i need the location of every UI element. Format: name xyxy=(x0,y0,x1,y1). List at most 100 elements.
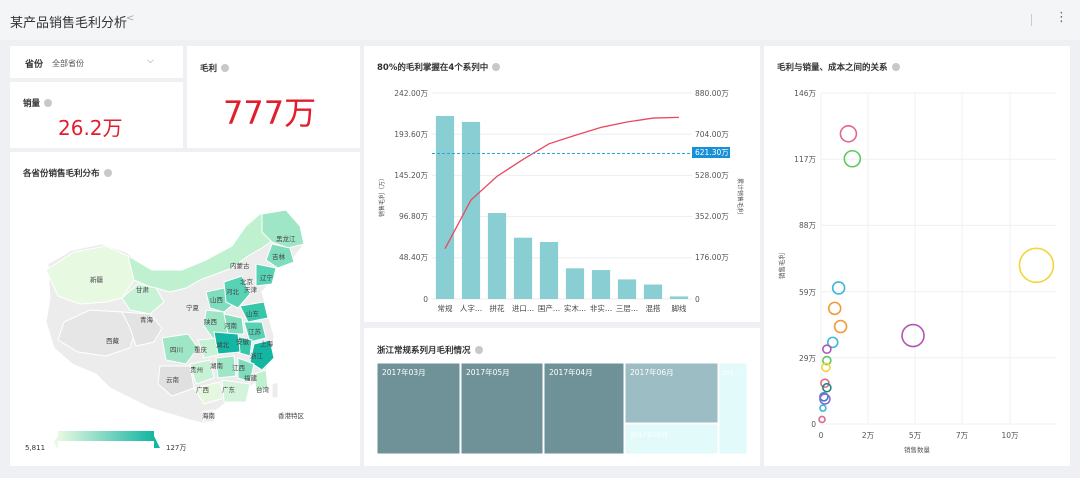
sales-kpi-value: 26.2万 xyxy=(58,116,123,140)
bubble-point xyxy=(827,301,842,316)
region-taiwan[interactable] xyxy=(271,381,279,399)
scatter-chart-card: 毛利与销量、成本之间的关系 146万 117万 88万 59万 29万 0 0 … xyxy=(764,46,1070,466)
region-fujian[interactable] xyxy=(253,369,269,393)
scatter-title-text: 毛利与销量、成本之间的关系 xyxy=(777,63,888,73)
pareto-chart[interactable]: 242.00万 193.60万 145.20万 96.80万 48.40万 0 … xyxy=(364,46,760,322)
bar xyxy=(513,237,533,299)
x-axis-tick: 拼花 xyxy=(490,303,505,313)
legend-handle-min[interactable] xyxy=(54,436,58,450)
bubble-point xyxy=(826,336,839,349)
info-icon[interactable] xyxy=(221,64,230,72)
treemap-cell[interactable] xyxy=(718,362,748,455)
region-inner-mongolia[interactable] xyxy=(127,211,283,293)
color-legend-bar[interactable] xyxy=(58,431,154,441)
scatter-card-title: 毛利与销量、成本之间的关系 xyxy=(777,61,900,73)
treemap-cell-label: 2017年04月 xyxy=(549,367,593,377)
bubble-point xyxy=(819,393,831,405)
region-guizhou[interactable] xyxy=(189,359,215,385)
region-liaoning[interactable] xyxy=(255,263,277,287)
region-jiangxi[interactable] xyxy=(237,357,255,383)
share-icon[interactable]: < xyxy=(126,13,135,24)
reference-value-badge xyxy=(692,147,730,158)
right-axis-tick: 0 xyxy=(695,295,700,304)
treemap-chart[interactable]: 2017年03月 2017年05月 2017年04月 2017年06月 201…… xyxy=(364,328,760,466)
y-axis-tick: 0 xyxy=(811,420,816,429)
region-hubei[interactable] xyxy=(213,331,241,355)
region-hainan[interactable] xyxy=(201,409,215,423)
region-xinjiang[interactable] xyxy=(45,245,135,305)
right-axis-tick: 176.00万 xyxy=(695,253,729,262)
info-icon[interactable] xyxy=(474,346,483,354)
region-hebei[interactable] xyxy=(223,275,251,309)
region-gansu[interactable] xyxy=(121,283,165,315)
bar xyxy=(617,279,637,299)
info-icon[interactable] xyxy=(891,63,900,71)
bubble-point xyxy=(901,323,925,348)
map-label: 青海 xyxy=(140,315,154,324)
map-label: 新疆 xyxy=(90,275,104,284)
x-axis-tick: 国产... xyxy=(538,303,560,313)
treemap-cell[interactable] xyxy=(460,362,544,455)
map-label: 内蒙古 xyxy=(230,261,250,270)
region-yunnan[interactable] xyxy=(157,365,195,397)
map-label: 吉林 xyxy=(272,252,286,261)
province-select[interactable]: 全部省份 xyxy=(52,59,84,68)
region-jilin[interactable] xyxy=(265,243,295,269)
map-label: 广西 xyxy=(196,385,210,394)
region-jiangsu[interactable] xyxy=(243,321,267,343)
reference-value-label: 621.30万 xyxy=(695,148,729,157)
info-icon[interactable] xyxy=(492,63,501,71)
region-henan[interactable] xyxy=(223,313,245,335)
map-label: 辽宁 xyxy=(260,273,274,282)
x-axis-tick: 7万 xyxy=(956,431,969,440)
x-axis-tick: 三层... xyxy=(616,304,638,313)
info-icon[interactable] xyxy=(103,169,112,177)
region-zhejiang[interactable] xyxy=(249,339,275,371)
region-shandong[interactable] xyxy=(239,301,269,323)
region-sichuan[interactable] xyxy=(161,333,199,365)
right-axis-tick: 352.00万 xyxy=(695,212,729,221)
map-label: 福建 xyxy=(244,373,258,382)
bar xyxy=(461,121,481,300)
pareto-chart-card: 80%的毛利掌握在4个系列中 242.00万 193.60万 145.20万 9… xyxy=(364,46,760,322)
map-label: 上海 xyxy=(260,339,274,348)
x-axis-tick: 实木... xyxy=(564,303,586,313)
map-label: 山西 xyxy=(210,295,224,304)
region-hunan[interactable] xyxy=(215,355,237,379)
x-axis-tick: 非实... xyxy=(590,303,612,313)
legend-max-label: 127万 xyxy=(166,444,186,452)
filter-label: 省份 xyxy=(25,60,44,70)
treemap-cell[interactable] xyxy=(624,423,719,455)
legend-handle-max[interactable] xyxy=(154,436,160,448)
treemap-cell[interactable] xyxy=(624,362,719,424)
treemap-cell[interactable] xyxy=(376,362,461,455)
region-heilongjiang[interactable] xyxy=(261,209,305,249)
region-qinghai[interactable] xyxy=(121,311,163,347)
region-guangdong[interactable] xyxy=(221,379,251,403)
bar xyxy=(487,213,507,299)
pareto-card-title: 80%的毛利掌握在4个系列中 xyxy=(377,61,501,73)
x-axis-tick: 人字... xyxy=(460,303,482,313)
treemap-cell-label: 2017年02月 xyxy=(630,430,668,439)
map-province-labels: 黑龙江 吉林 辽宁 内蒙古 新疆 甘肃 西藏 青海 宁夏 山西 河北 北京 天津… xyxy=(90,234,305,420)
right-axis-tick: 880.00万 xyxy=(695,89,729,98)
x-axis-tick: 5万 xyxy=(909,431,922,440)
info-icon[interactable] xyxy=(44,99,53,107)
right-axis-tick: 528.00万 xyxy=(695,171,729,180)
left-axis-tick: 145.20万 xyxy=(394,171,428,180)
bubble-scatter-chart[interactable]: 146万 117万 88万 59万 29万 0 0 2万 5万 7万 10万 销… xyxy=(764,46,1070,466)
right-axis-tick: 704.00万 xyxy=(695,130,729,139)
more-vertical-icon[interactable]: ⋮ xyxy=(1055,10,1068,25)
chevron-down-icon[interactable]: ⌵ xyxy=(147,56,154,66)
treemap-card: 浙江常规系列月毛利情况 2017年03月 2017年05月 2017年04月 2… xyxy=(364,328,760,466)
treemap-cell[interactable] xyxy=(543,362,625,455)
bubble-point xyxy=(833,319,848,334)
map-label: 海南 xyxy=(202,411,216,420)
sales-kpi-title: 销量 xyxy=(23,97,53,109)
profit-kpi-label: 毛利 xyxy=(200,64,218,74)
y-axis-label: 销售毛利 xyxy=(777,253,786,279)
map-label: 湖北 xyxy=(216,340,230,349)
china-map[interactable]: 黑龙江 吉林 辽宁 内蒙古 新疆 甘肃 西藏 青海 宁夏 山西 河北 北京 天津… xyxy=(10,152,360,466)
region-xizang[interactable] xyxy=(57,309,137,357)
left-axis-label: 销售毛利（万） xyxy=(378,175,386,217)
